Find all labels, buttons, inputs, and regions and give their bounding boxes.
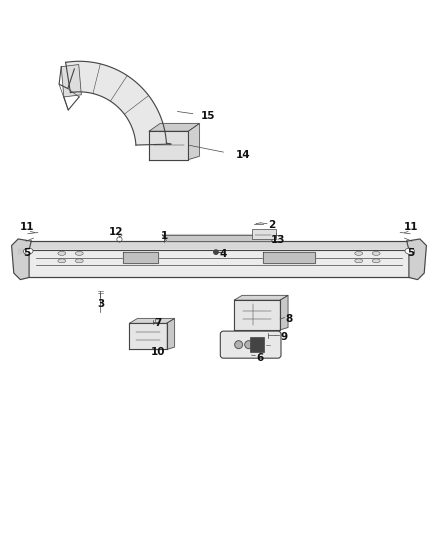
Text: 5: 5 <box>407 248 415 259</box>
Polygon shape <box>407 239 426 280</box>
Polygon shape <box>234 300 280 330</box>
Polygon shape <box>280 295 288 330</box>
Polygon shape <box>29 242 409 249</box>
Polygon shape <box>188 124 199 159</box>
Ellipse shape <box>23 248 33 254</box>
Text: 4: 4 <box>220 249 227 259</box>
Text: 15: 15 <box>201 111 215 121</box>
Circle shape <box>214 250 218 254</box>
Text: 13: 13 <box>271 235 285 245</box>
Text: 10: 10 <box>151 346 165 357</box>
Text: 8: 8 <box>285 314 293 324</box>
Ellipse shape <box>58 252 66 255</box>
Circle shape <box>245 341 253 349</box>
Text: 11: 11 <box>20 222 34 232</box>
Polygon shape <box>263 252 315 263</box>
Polygon shape <box>149 124 199 131</box>
Polygon shape <box>149 131 188 159</box>
Ellipse shape <box>58 259 66 263</box>
Circle shape <box>235 341 243 349</box>
Text: 3: 3 <box>98 298 105 309</box>
Text: 6: 6 <box>257 353 264 363</box>
FancyBboxPatch shape <box>252 229 276 239</box>
Text: 2: 2 <box>268 220 275 230</box>
Polygon shape <box>12 239 31 280</box>
Ellipse shape <box>372 252 380 255</box>
Polygon shape <box>61 64 81 97</box>
Polygon shape <box>29 250 409 277</box>
Polygon shape <box>130 323 166 350</box>
Text: 7: 7 <box>154 318 162 328</box>
Text: 11: 11 <box>404 222 418 232</box>
Text: 9: 9 <box>281 332 288 342</box>
Text: 1: 1 <box>161 231 168 241</box>
Text: 14: 14 <box>236 150 251 160</box>
Polygon shape <box>234 295 288 300</box>
Polygon shape <box>123 252 158 263</box>
Polygon shape <box>162 235 276 241</box>
Polygon shape <box>130 319 174 323</box>
Polygon shape <box>166 319 174 350</box>
Ellipse shape <box>75 252 83 255</box>
Text: 12: 12 <box>109 227 124 237</box>
Polygon shape <box>66 61 166 145</box>
Ellipse shape <box>405 248 415 254</box>
Polygon shape <box>18 249 31 254</box>
FancyBboxPatch shape <box>251 337 264 352</box>
Text: 5: 5 <box>23 248 31 259</box>
Ellipse shape <box>355 252 363 255</box>
FancyBboxPatch shape <box>220 331 281 358</box>
Ellipse shape <box>355 259 363 263</box>
Ellipse shape <box>75 259 83 263</box>
Ellipse shape <box>372 259 380 263</box>
